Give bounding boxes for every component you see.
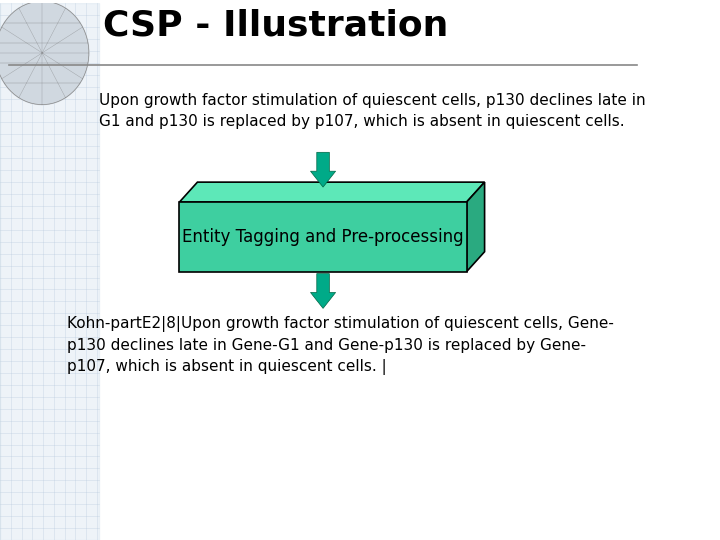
Text: Entity Tagging and Pre-processing: Entity Tagging and Pre-processing [182, 228, 464, 246]
Polygon shape [179, 182, 485, 202]
Bar [0, 3, 99, 540]
Text: Upon growth factor stimulation of quiescent cells, p130 declines late in
G1 and : Upon growth factor stimulation of quiesc… [99, 93, 645, 129]
Text: Kohn-partE2|8|Upon growth factor stimulation of quiescent cells, Gene-
p130 decl: Kohn-partE2|8|Upon growth factor stimula… [67, 316, 614, 375]
Polygon shape [310, 152, 336, 187]
Circle shape [0, 1, 89, 105]
Text: CSP - Illustration: CSP - Illustration [103, 9, 449, 43]
Polygon shape [310, 274, 336, 308]
FancyBboxPatch shape [179, 202, 467, 272]
Polygon shape [467, 182, 485, 272]
